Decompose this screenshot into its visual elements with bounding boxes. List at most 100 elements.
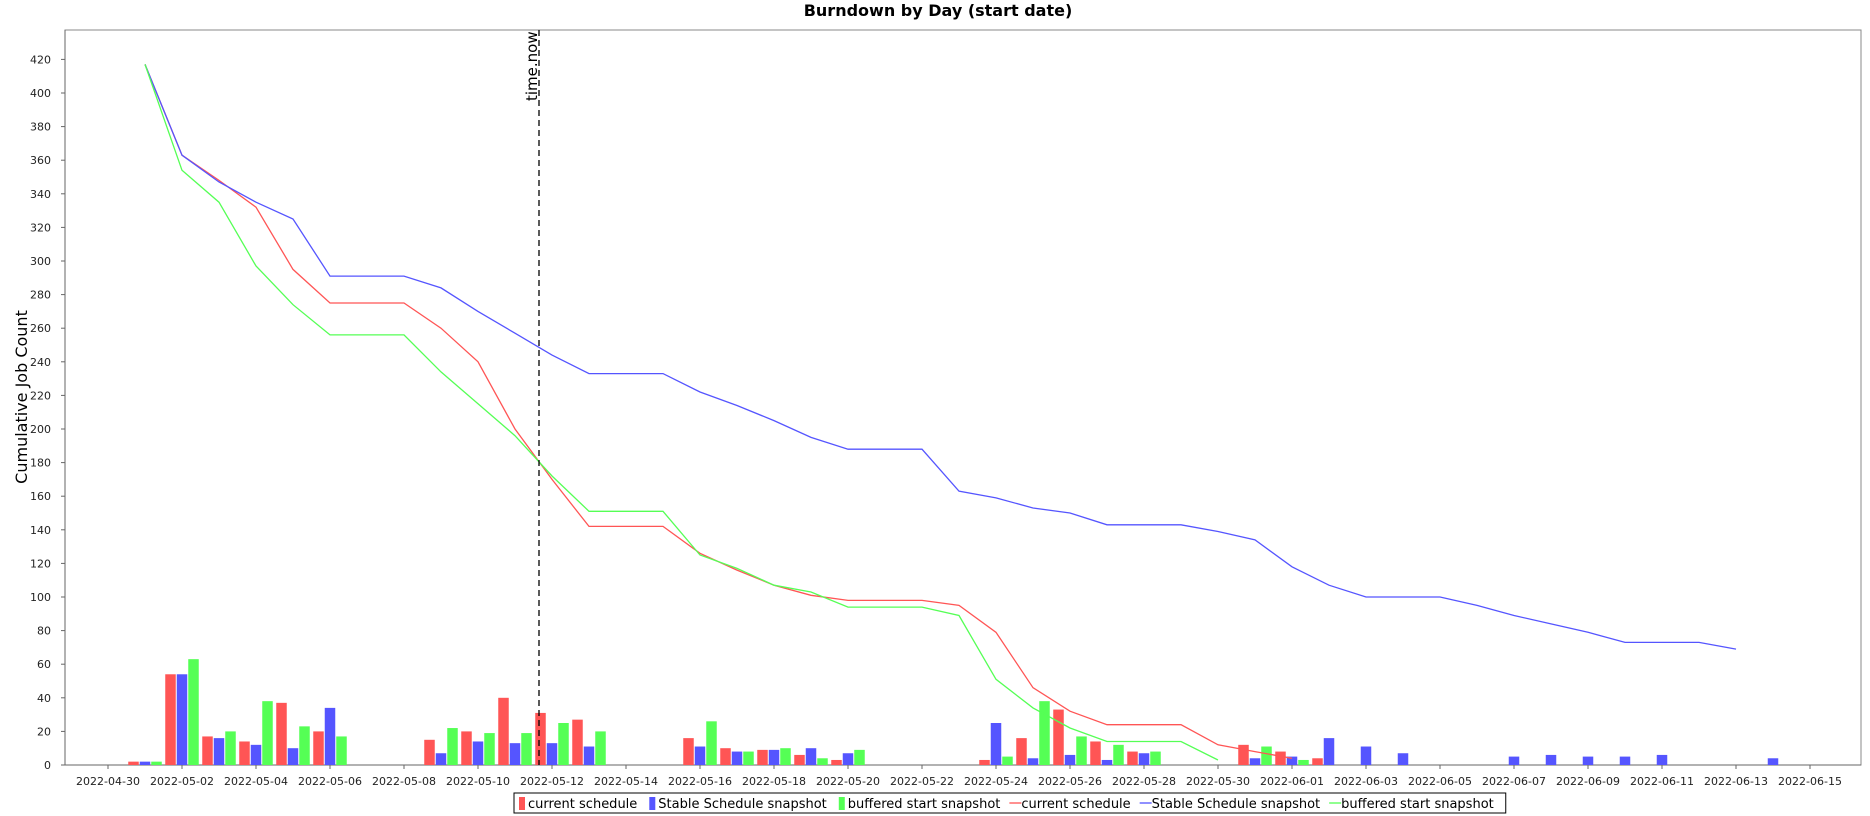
bar	[324, 707, 336, 765]
y-tick-label: 280	[30, 289, 51, 302]
bar	[1053, 709, 1064, 765]
legend-item: current schedule	[1009, 797, 1131, 812]
bar	[202, 736, 213, 765]
bar	[831, 759, 842, 765]
y-tick-label: 0	[44, 759, 51, 772]
x-tick-label: 2022-05-04	[224, 775, 288, 788]
x-tick-label: 2022-05-16	[668, 775, 732, 788]
x-tick-label: 2022-05-26	[1038, 775, 1102, 788]
bar	[572, 719, 583, 765]
x-tick-label: 2022-05-02	[150, 775, 214, 788]
x-tick-label: 2022-06-09	[1556, 775, 1620, 788]
y-tick-label: 80	[37, 625, 51, 638]
legend-item: buffered start snapshot	[838, 797, 1000, 812]
x-tick-label: 2022-05-30	[1186, 775, 1250, 788]
legend-label: Stable Schedule snapshot	[1152, 797, 1320, 812]
bar	[842, 753, 854, 765]
bar	[1150, 751, 1161, 765]
bar	[990, 723, 1002, 765]
y-tick-label: 380	[30, 121, 51, 134]
bar	[1767, 758, 1779, 765]
series-line	[144, 64, 1219, 761]
y-tick-label: 140	[30, 524, 51, 537]
series-line	[144, 64, 1737, 650]
legend-swatch	[838, 797, 845, 810]
bar	[854, 749, 865, 765]
y-axis: 0 20 40 60 80 100 120 140 160 180 200 220 240 260 280 3…	[30, 30, 66, 772]
y-tick-label: 320	[30, 221, 51, 234]
legend-label: Stable Schedule snapshot	[658, 797, 826, 812]
bar	[683, 738, 694, 765]
bar	[1076, 736, 1087, 765]
y-tick-label: 100	[30, 591, 51, 604]
bar	[1582, 756, 1594, 765]
y-tick-label: 120	[30, 557, 51, 570]
y-tick-label: 220	[30, 389, 51, 402]
x-tick-label: 2022-06-01	[1260, 775, 1324, 788]
bar	[1249, 758, 1261, 765]
bar	[1298, 759, 1309, 765]
bar	[461, 731, 472, 765]
x-tick-label: 2022-05-28	[1112, 775, 1176, 788]
bar	[128, 761, 139, 765]
x-axis: 2022-04-30 2022-05-02 2022-05-04 2022-05-06…	[65, 764, 1861, 788]
legend-label: current schedule	[528, 797, 637, 812]
bar	[731, 751, 743, 765]
chart-title: Burndown by Day (start date)	[804, 1, 1073, 20]
plot-area	[64, 29, 1862, 766]
bar	[1261, 746, 1272, 765]
bar	[299, 726, 310, 765]
time-now-label: time.now	[523, 31, 541, 101]
bar	[435, 753, 447, 765]
bar	[250, 744, 262, 765]
legend-item: Stable Schedule snapshot	[1139, 797, 1320, 812]
bar	[509, 743, 521, 765]
bar	[1323, 738, 1335, 765]
legend-swatch	[649, 797, 656, 810]
bar	[805, 748, 817, 765]
x-tick-label: 2022-05-20	[816, 775, 880, 788]
x-tick-label: 2022-06-05	[1408, 775, 1472, 788]
bar	[287, 748, 299, 765]
x-tick-label: 2022-06-13	[1704, 775, 1768, 788]
bar	[472, 741, 484, 765]
legend-item: Stable Schedule snapshot	[649, 797, 827, 812]
legend-label: current schedule	[1021, 797, 1130, 812]
y-tick-label: 240	[30, 356, 51, 369]
bar-series	[128, 674, 1323, 765]
y-tick-label: 40	[37, 692, 51, 705]
bar	[151, 761, 162, 765]
bar-series	[151, 659, 1309, 765]
bar	[1360, 746, 1372, 765]
bar	[239, 741, 250, 765]
legend: current schedule Stable Schedule snapshot…	[513, 792, 1507, 814]
line-series-group	[144, 64, 1737, 761]
x-tick-label: 2022-05-24	[964, 775, 1028, 788]
x-tick-label: 2022-04-30	[76, 775, 140, 788]
bar	[1656, 754, 1668, 765]
bar	[780, 748, 791, 765]
bar	[1090, 741, 1101, 765]
bar	[595, 731, 606, 765]
bar	[213, 738, 225, 765]
bar	[1138, 753, 1150, 765]
y-tick-label: 160	[30, 490, 51, 503]
x-tick-label: 2022-06-03	[1334, 775, 1398, 788]
y-tick-label: 420	[30, 53, 51, 66]
y-tick-label: 300	[30, 255, 51, 268]
y-tick-label: 60	[37, 658, 51, 671]
y-tick-label: 180	[30, 457, 51, 470]
x-tick-label: 2022-06-07	[1482, 775, 1546, 788]
bar	[225, 731, 236, 765]
bar	[276, 702, 287, 765]
bar	[1508, 756, 1520, 765]
bar	[498, 697, 509, 765]
bar	[794, 754, 805, 765]
bar	[757, 749, 768, 765]
x-tick-label: 2022-06-11	[1630, 775, 1694, 788]
bar	[165, 674, 176, 765]
y-tick-label: 20	[37, 725, 51, 738]
legend-swatch	[519, 797, 525, 810]
legend-item: current schedule	[519, 797, 637, 812]
bar	[1275, 751, 1286, 765]
